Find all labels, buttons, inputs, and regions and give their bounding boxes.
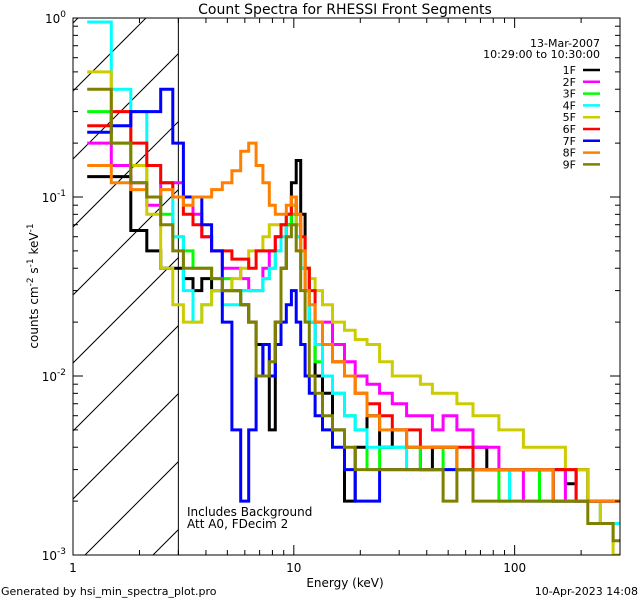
legend-label: 4F — [563, 99, 576, 112]
legend-time-range: 10:29:00 to 10:30:00 — [483, 48, 600, 61]
hatch-line — [73, 324, 179, 432]
hatch-line — [73, 18, 79, 24]
series-line-9F — [87, 87, 620, 543]
annotation-attenuator: Att A0, FDecim 2 — [187, 517, 288, 531]
legend-label: 8F — [563, 147, 576, 160]
y-tick-label: 10-1 — [42, 189, 66, 205]
hatched-region — [73, 18, 179, 555]
legend-date: 13-Mar-2007 — [530, 37, 600, 50]
y-tick-label: 10-3 — [42, 547, 66, 563]
x-tick-label: 1 — [69, 561, 77, 575]
legend-label: 9F — [563, 158, 576, 171]
series-line-7F — [87, 87, 620, 503]
x-axis-label: Energy (keV) — [306, 576, 383, 590]
x-tick-label: 100 — [503, 561, 526, 575]
legend-label: 2F — [563, 76, 576, 89]
legend-label: 3F — [563, 88, 576, 101]
plot-frame — [72, 17, 621, 556]
series-line-5F — [87, 70, 620, 555]
hatch-line — [84, 460, 179, 555]
series-line-6F — [87, 110, 620, 503]
hatch-line — [73, 52, 179, 160]
footer-timestamp: 10-Apr-2023 14:08 — [535, 585, 638, 598]
hatch-line — [73, 18, 147, 92]
x-tick-label: 10 — [286, 561, 301, 575]
legend-label: 5F — [563, 111, 576, 124]
legend-label: 1F — [563, 64, 576, 77]
chart-title: Count Spectra for RHESSI Front Segments — [198, 2, 492, 18]
hatch-line — [73, 188, 179, 296]
legend-label: 6F — [563, 123, 576, 136]
y-tick-label: 10-2 — [42, 368, 66, 384]
annotation-background: Includes Background — [187, 505, 312, 519]
hatch-line — [73, 392, 179, 500]
footer-generated-by: Generated by hsi_min_spectra_plot.pro — [1, 585, 217, 598]
legend-label: 7F — [563, 135, 576, 148]
y-tick-label: 100 — [45, 10, 66, 26]
y-axis-label: counts cm-2 s-1 keV-1 — [26, 223, 41, 348]
